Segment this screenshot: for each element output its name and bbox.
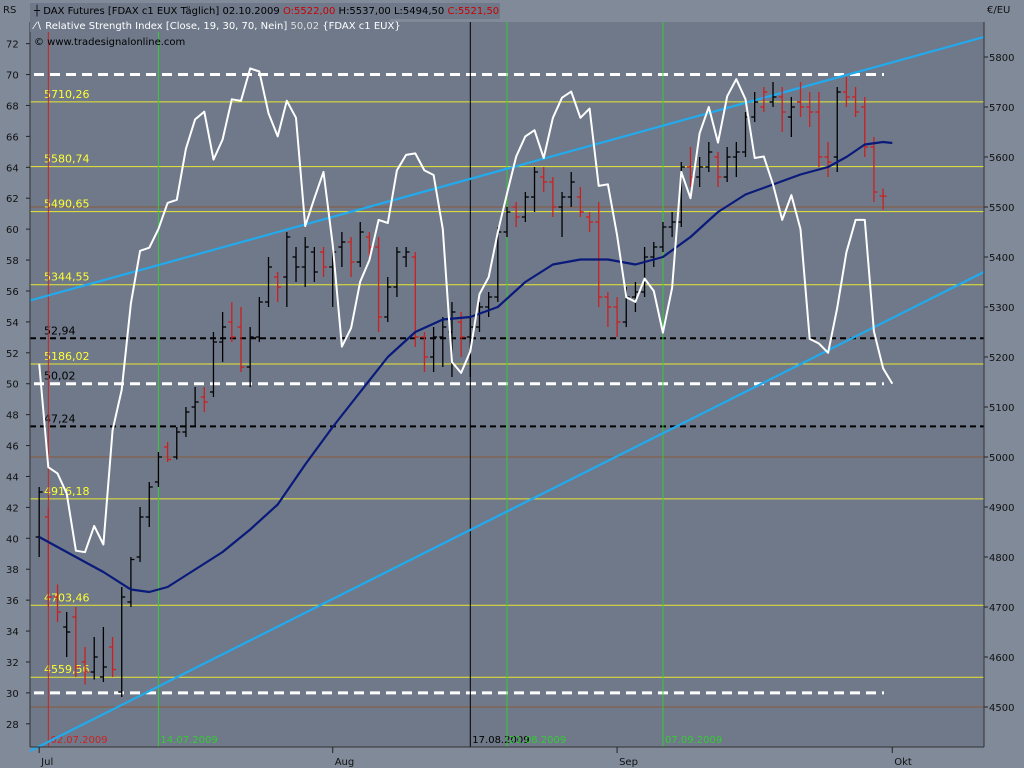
support-level-label: 5490,65: [44, 198, 90, 211]
rsi-black-dashed-label: 47,24: [44, 412, 76, 425]
header-line1: ┼ DAX Futures [FDAX c1 EUX Täglich] 02.1…: [33, 4, 499, 17]
left-axis-tick-label: 54: [6, 318, 19, 329]
trendlines-layer: [29, 35, 985, 752]
header-symbol: {FDAX c1 EUX}: [322, 21, 400, 32]
left-axis-tick-label: 44: [6, 472, 19, 483]
right-axis-tick-label: 5000: [989, 453, 1014, 464]
left-axis-tick-label: 68: [6, 101, 19, 112]
date-marker-label: 21.08.2009: [509, 735, 566, 746]
left-axis-tick-label: 62: [6, 194, 19, 205]
left-axis-tick-label: 52: [6, 349, 19, 360]
date-marker-label: 14.07.2009: [160, 735, 217, 746]
support-level-label: 5344,55: [44, 271, 90, 284]
left-axis-tick-label: 28: [6, 720, 19, 731]
moving-average-line: [38, 140, 893, 594]
header-low: L:5494,50: [394, 6, 444, 17]
axes-layer: 28 30 32 34 36 38 40 42 44 46 48 50 52 54 56 58 60 62 64 66…: [6, 22, 1014, 768]
support-level-label: 4559,56: [44, 663, 90, 676]
rsi-layer: [38, 67, 894, 554]
right-axis-tick-label: 5700: [989, 103, 1014, 114]
right-axis-tick-label: 4700: [989, 603, 1014, 614]
rsi-black-dashed-label: 52,94: [44, 324, 76, 337]
header-high: H:5537,00: [339, 6, 391, 17]
month-label: Sep: [619, 757, 638, 768]
left-axis-tick-label: 64: [6, 163, 19, 174]
header-open: O:5522,00: [283, 6, 335, 17]
month-label: Aug: [335, 757, 355, 768]
left-axis-tick-label: 42: [6, 503, 19, 514]
header-indicator-value: 50,02: [290, 21, 319, 32]
right-axis-tick-label: 5200: [989, 353, 1014, 364]
left-axis-tick-label: 32: [6, 658, 19, 669]
support-level-label: 5186,02: [44, 350, 90, 363]
header-line2: ⁄∖ Relative Strength Index [Close, 19, 3…: [32, 21, 401, 32]
left-axis-tick-label: 60: [6, 225, 19, 236]
right-axis-tick-label: 5100: [989, 403, 1014, 414]
rsi-50-label: 50,02: [44, 370, 76, 383]
header-indicator: Relative Strength Index [Close, 19, 30, …: [45, 21, 287, 32]
ohlc-bars-layer: [35, 77, 887, 697]
header-credit: © www.tradesignalonline.com: [34, 37, 185, 48]
right-axis-tick-label: 4900: [989, 503, 1014, 514]
left-axis-tick-label: 72: [6, 40, 19, 51]
right-axis-tick-label: 5800: [989, 53, 1014, 64]
left-axis-tick-label: 56: [6, 287, 19, 298]
support-level-label: 4703,46: [44, 591, 90, 604]
right-axis-tick-label: 4800: [989, 553, 1014, 564]
moving-average-layer: [38, 140, 893, 594]
left-axis-tick-label: 58: [6, 256, 19, 267]
trendline: [29, 271, 985, 752]
left-axis-tick-label: 34: [6, 627, 19, 638]
right-axis-unit: €/EU: [987, 5, 1010, 16]
right-axis-tick-label: 5400: [989, 253, 1014, 264]
right-axis-tick-label: 4500: [989, 703, 1014, 714]
right-axis-tick-label: 4600: [989, 653, 1014, 664]
header-bg-2: [30, 18, 390, 32]
date-markers-layer: 02.07.2009 14.07.2009 17.08.200921.08.2009…: [47, 22, 722, 747]
header-bg: [30, 3, 500, 19]
support-level-label: 5580,74: [44, 153, 90, 166]
header-instrument: DAX Futures [FDAX c1 EUX Täglich]: [43, 6, 219, 17]
month-label: Okt: [894, 757, 912, 768]
month-label: Jul: [40, 757, 53, 768]
header-close: C:5521,50: [447, 6, 499, 17]
left-axis-tick-label: 36: [6, 596, 19, 607]
left-axis-unit: RS: [3, 5, 16, 16]
left-axis-tick-label: 40: [6, 534, 19, 545]
right-axis-tick-label: 5600: [989, 153, 1014, 164]
left-axis-tick-label: 30: [6, 689, 19, 700]
left-axis-tick-label: 48: [6, 411, 19, 422]
right-axis-tick-label: 5300: [989, 303, 1014, 314]
date-marker-label: 17.08.2009: [472, 735, 529, 746]
left-axis-tick-label: 50: [6, 380, 19, 391]
left-axis-tick-label: 66: [6, 132, 19, 143]
support-level-label: 5710,26: [44, 88, 90, 101]
left-axis-tick-label: 38: [6, 565, 19, 576]
header-date: 02.10.2009: [222, 6, 279, 17]
left-axis-tick-label: 70: [6, 71, 19, 82]
rsi-line: [38, 67, 894, 554]
trendline: [29, 35, 985, 302]
left-axis-tick-label: 46: [6, 442, 19, 453]
right-axis-tick-label: 5500: [989, 203, 1014, 214]
date-marker-label: 07.09.2009: [665, 735, 722, 746]
date-marker-label: 02.07.2009: [50, 735, 107, 746]
